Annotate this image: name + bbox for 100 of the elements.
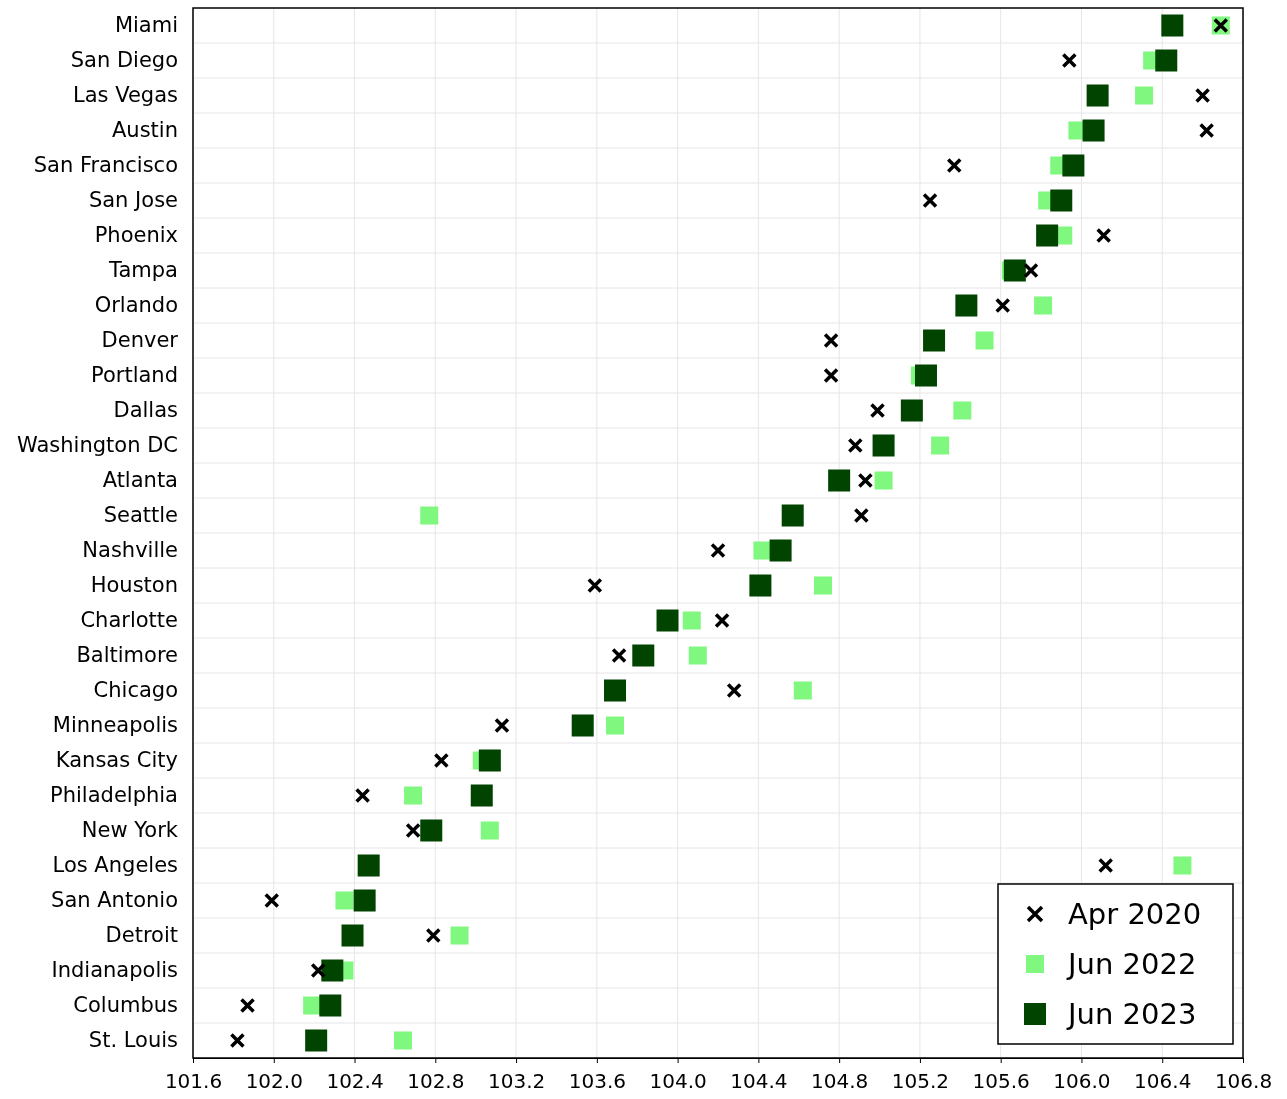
y-tick-label: Tampa: [108, 258, 178, 283]
y-tick-label: Baltimore: [76, 643, 178, 668]
point: [922, 192, 938, 209]
y-tick-label: Miami: [114, 13, 178, 38]
point: [1003, 259, 1026, 282]
point: [769, 539, 792, 562]
y-tick-label: Las Vegas: [73, 83, 178, 108]
point: [823, 367, 839, 384]
point: [726, 682, 742, 699]
point: [310, 962, 326, 979]
point: [632, 644, 655, 667]
point: [753, 541, 772, 560]
point: [900, 399, 923, 422]
y-tick-label: Kansas City: [55, 748, 178, 773]
y-tick-label: Philadelphia: [50, 783, 178, 808]
point: [688, 646, 707, 665]
point: [828, 469, 851, 492]
y-tick-label: Columbus: [73, 993, 178, 1018]
point: [1061, 52, 1078, 69]
point: [1023, 262, 1039, 279]
point: [1036, 224, 1059, 247]
point: [847, 437, 864, 454]
x-tick-label: 104.8: [811, 1069, 869, 1093]
point: [994, 297, 1011, 314]
y-tick-label: Minneapolis: [52, 713, 178, 738]
point: [874, 471, 893, 490]
y-tick-label: Denver: [101, 328, 179, 353]
point: [931, 436, 950, 455]
point: [975, 331, 994, 350]
point: [229, 1032, 246, 1049]
y-tick-label: Seattle: [103, 503, 178, 528]
y-tick-label: St. Louis: [88, 1028, 178, 1053]
point: [1062, 154, 1085, 177]
y-tick-label: Nashville: [82, 538, 178, 563]
y-tick-label: Austin: [112, 118, 178, 143]
x-tick-label: 101.6: [164, 1069, 223, 1093]
point: [341, 924, 364, 947]
point: [470, 784, 493, 807]
x-tick-label: 102.8: [407, 1069, 465, 1093]
y-tick-label: San Jose: [88, 188, 178, 213]
x-tick-label: 104.4: [730, 1069, 788, 1093]
point: [357, 854, 380, 877]
point: [319, 994, 342, 1017]
point: [872, 434, 895, 457]
y-tick-label: Dallas: [113, 398, 178, 423]
point: [571, 714, 594, 737]
point: [405, 822, 421, 839]
x-tick-label: 102.4: [326, 1069, 384, 1093]
point: [335, 891, 354, 910]
point: [425, 927, 442, 944]
point: [1034, 296, 1053, 315]
legend-label: Jun 2022: [1066, 947, 1197, 982]
y-tick-label: Indianapolis: [51, 958, 178, 983]
x-tick-label: 104.0: [649, 1069, 707, 1093]
point: [1095, 227, 1112, 244]
point: [946, 157, 962, 174]
x-tick-label: 103.6: [568, 1069, 626, 1093]
point: [1198, 122, 1215, 139]
point: [749, 574, 772, 597]
y-tick-label: Phoenix: [94, 223, 178, 248]
point: [606, 716, 625, 735]
point: [714, 612, 730, 629]
point: [1194, 87, 1211, 104]
point: [321, 959, 344, 982]
y-tick-label: Charlotte: [80, 608, 178, 633]
y-tick-label: Portland: [91, 363, 178, 388]
point: [781, 504, 804, 527]
point: [953, 401, 972, 420]
point: [394, 1031, 412, 1050]
x-tick-label: 102.0: [245, 1069, 303, 1093]
point: [420, 506, 439, 525]
point: [353, 889, 376, 912]
x-tick-label: 105.6: [972, 1069, 1030, 1093]
point: [239, 997, 256, 1014]
point: [857, 472, 874, 489]
point: [305, 1029, 328, 1052]
point: [656, 609, 679, 632]
point: [853, 507, 870, 524]
y-tick-label: Detroit: [105, 923, 178, 948]
point: [611, 647, 627, 664]
point: [420, 819, 443, 842]
point: [433, 752, 450, 769]
legend-label: Apr 2020: [1068, 897, 1202, 932]
y-tick-label: San Diego: [70, 48, 178, 73]
point: [814, 576, 832, 595]
point: [264, 892, 280, 909]
point: [1082, 119, 1105, 142]
point: [404, 786, 423, 805]
y-tick-label: New York: [81, 818, 179, 843]
point: [869, 402, 886, 419]
point: [923, 329, 946, 352]
x-tick-label: 106.8: [1214, 1069, 1273, 1093]
point: [1086, 84, 1109, 107]
y-tick-label: Orlando: [94, 293, 178, 318]
legend-label: Jun 2023: [1066, 997, 1197, 1032]
point: [1155, 49, 1178, 72]
x-tick-label: 103.2: [487, 1069, 546, 1093]
point: [354, 787, 371, 804]
x-tick-label: 106.4: [1134, 1069, 1192, 1093]
point: [480, 821, 499, 840]
